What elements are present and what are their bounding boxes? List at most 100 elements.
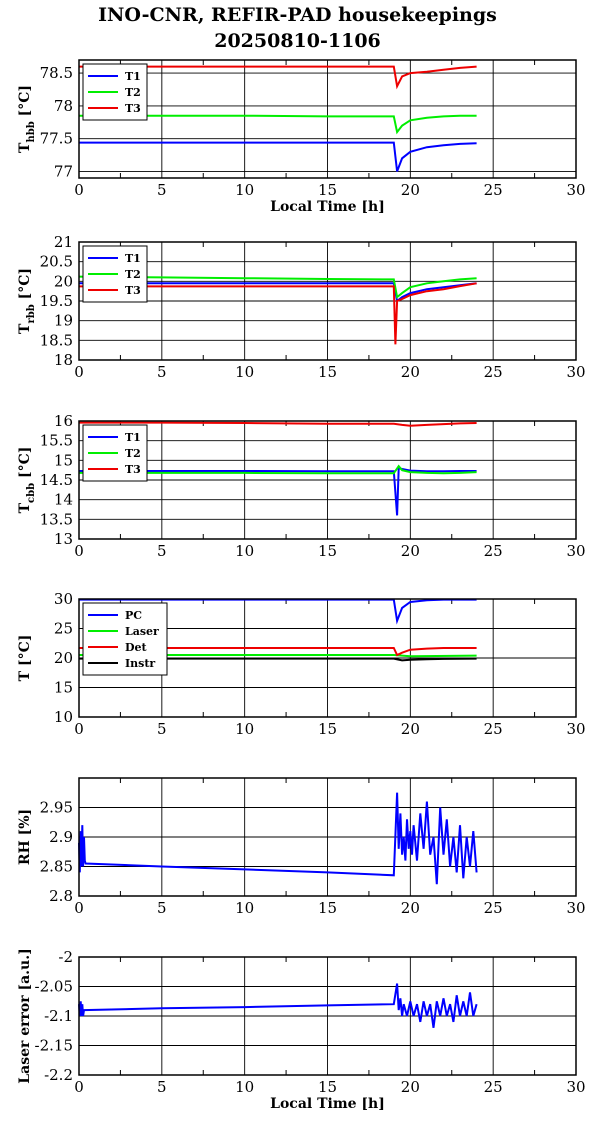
series-line-t3	[79, 282, 477, 345]
panel-1: 0 5 10 15 20 25 30 77 77.5 78 78.5 Local Time [h] Th…	[17, 59, 586, 215]
y-axis-label: Tcbb [°C]	[17, 447, 37, 514]
y-axis-label: Trbb [°C]	[17, 268, 37, 334]
y-tick-label: 78	[54, 97, 73, 115]
x-tick-label: 0	[74, 542, 84, 560]
x-tick-label: 25	[484, 542, 503, 560]
x-tick-label: 15	[318, 720, 337, 738]
y-axis-label: RH [%]	[17, 809, 33, 865]
x-tick-label: 10	[235, 542, 254, 560]
series-line-rh	[78, 792, 478, 885]
legend-label: PC	[125, 609, 142, 622]
chart-title-line1: INO-CNR, REFIR-PAD housekeepings	[98, 4, 497, 26]
legend-label: T1	[125, 70, 141, 83]
x-tick-label: 30	[566, 542, 585, 560]
legend-label: Instr	[125, 657, 155, 670]
y-tick-label: 2.8	[49, 887, 73, 905]
y-tick-label: 2.95	[40, 799, 73, 817]
legend-label: T2	[125, 86, 141, 99]
series-line-t1	[79, 466, 477, 516]
x-tick-label: 0	[74, 363, 84, 381]
legend-label: T3	[125, 284, 141, 297]
series-line-t3	[79, 421, 477, 427]
x-tick-label: 15	[318, 1078, 337, 1096]
y-tick-label: 78.5	[40, 64, 73, 82]
x-tick-label: 25	[484, 181, 503, 199]
x-tick-label: 15	[318, 363, 337, 381]
x-tick-label: 5	[157, 181, 167, 199]
y-tick-label: 25	[54, 620, 73, 638]
series-line-instr	[79, 657, 477, 662]
x-tick-label: 5	[157, 542, 167, 560]
x-tick-label: 0	[74, 899, 84, 917]
y-axis-label: Laser error [a.u.]	[17, 948, 33, 1083]
legend-label: T3	[125, 463, 141, 476]
series-line-laser-error	[78, 983, 478, 1028]
x-tick-label: 20	[401, 1078, 420, 1096]
x-tick-label: 30	[566, 363, 585, 381]
y-tick-label: 19.5	[40, 292, 73, 310]
plot-frame	[78, 598, 577, 718]
y-tick-label: 13	[54, 530, 73, 548]
legend-label: T3	[125, 102, 141, 115]
y-tick-label: 15	[54, 679, 73, 697]
y-tick-label: 18.5	[40, 331, 73, 349]
y-tick-label: 20.5	[40, 253, 73, 271]
chart-title-line2: 20250810-1106	[214, 30, 381, 52]
y-tick-label: -2.1	[44, 1007, 73, 1025]
panel-6: 0 5 10 15 20 25 30 -2.2 -2.15 -2.1 -2.05 -2 Local Ti…	[17, 948, 586, 1112]
x-tick-label: 30	[566, 181, 585, 199]
x-axis-label: Local Time [h]	[270, 1096, 385, 1112]
y-tick-label: 15.5	[40, 432, 73, 450]
plot-frame	[78, 59, 577, 179]
panel-5: 0 5 10 15 20 25 30 2.8 2.85 2.9 2.95 RH [%]	[17, 777, 586, 917]
x-tick-label: 10	[235, 181, 254, 199]
legend-label: T1	[125, 252, 141, 265]
x-tick-label: 0	[74, 720, 84, 738]
plot-frame	[78, 241, 577, 361]
x-tick-label: 5	[157, 720, 167, 738]
x-tick-label: 20	[401, 363, 420, 381]
y-tick-label: 20	[54, 649, 73, 667]
legend: T1 T2 T3	[82, 245, 148, 303]
legend-label: Laser	[125, 625, 159, 638]
x-tick-label: 20	[401, 181, 420, 199]
x-tick-label: 5	[157, 363, 167, 381]
y-tick-label: 10	[54, 708, 73, 726]
y-tick-label: 30	[54, 590, 73, 608]
x-axis-label: Local Time [h]	[270, 199, 385, 215]
plot-frame	[78, 777, 577, 897]
y-axis-label: T [°C]	[17, 635, 33, 682]
x-tick-label: 20	[401, 899, 420, 917]
x-tick-label: 10	[235, 1078, 254, 1096]
x-tick-label: 30	[566, 1078, 585, 1096]
y-tick-label: 15	[54, 451, 73, 469]
legend: T1 T2 T3	[82, 424, 148, 482]
x-tick-label: 10	[235, 899, 254, 917]
y-tick-label: 77	[54, 162, 73, 180]
legend-label: Det	[125, 641, 148, 654]
y-tick-label: 2.9	[49, 828, 73, 846]
x-tick-label: 20	[401, 720, 420, 738]
x-tick-label: 25	[484, 1078, 503, 1096]
x-tick-label: 25	[484, 363, 503, 381]
x-tick-label: 20	[401, 542, 420, 560]
y-tick-label: -2.2	[44, 1066, 73, 1084]
y-tick-label: -2.05	[35, 978, 73, 996]
x-tick-label: 25	[484, 899, 503, 917]
x-tick-label: 5	[157, 1078, 167, 1096]
y-tick-label: 2.85	[40, 858, 73, 876]
x-tick-label: 5	[157, 899, 167, 917]
x-tick-label: 15	[318, 542, 337, 560]
y-tick-label: 20	[54, 272, 73, 290]
x-tick-label: 30	[566, 899, 585, 917]
y-tick-label: -2.15	[35, 1037, 73, 1055]
y-tick-label: 14.5	[40, 471, 73, 489]
series-line-t1	[79, 141, 477, 172]
x-tick-label: 25	[484, 720, 503, 738]
series-line-t3	[79, 65, 477, 90]
y-tick-label: 77.5	[40, 130, 73, 148]
legend-label: T1	[125, 431, 141, 444]
